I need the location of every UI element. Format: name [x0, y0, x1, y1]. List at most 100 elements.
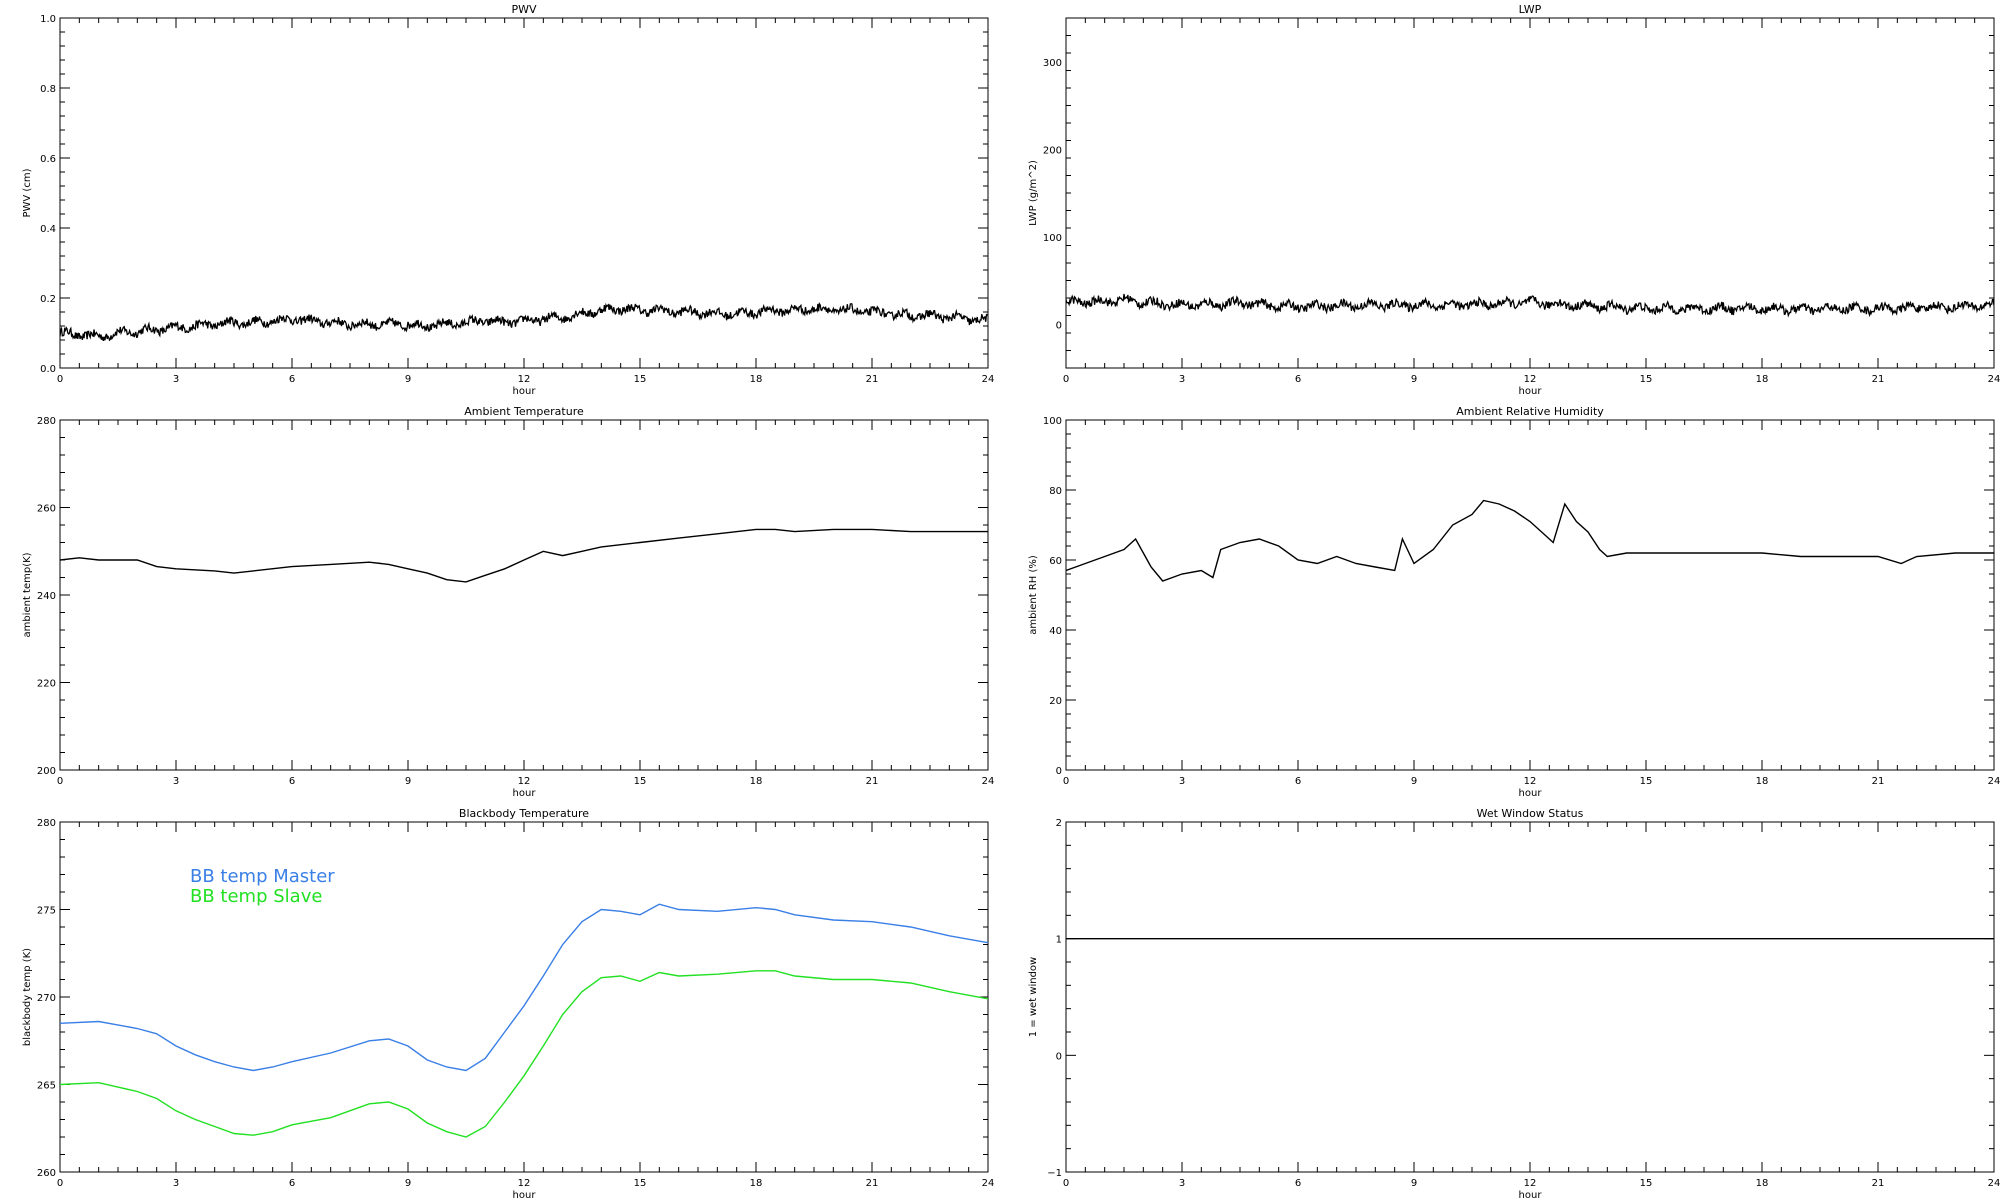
- y-tick-label: 0: [1056, 1051, 1062, 1062]
- legend-entry: BB temp Slave: [190, 886, 322, 907]
- chart-title: Blackbody Temperature: [459, 807, 589, 820]
- x-tick-label: 6: [289, 1178, 295, 1189]
- x-tick-label: 15: [1640, 374, 1653, 385]
- y-axis-label: PWV (cm): [22, 168, 33, 217]
- x-axis-label: hour: [1519, 386, 1543, 397]
- plot-frame: [1065, 821, 1995, 1173]
- x-tick-label: 3: [1179, 374, 1185, 385]
- plot-frame: [59, 419, 989, 771]
- plot-frame: [1065, 419, 1995, 771]
- series-line-0: [60, 301, 988, 342]
- x-tick-label: 21: [866, 374, 879, 385]
- series-line-bb-temp-slave: [60, 970, 988, 1138]
- y-tick-label: 40: [1049, 626, 1062, 637]
- y-tick-label: 280: [37, 818, 56, 829]
- y-tick-label: 240: [37, 591, 56, 602]
- y-tick-label: 0.6: [40, 154, 56, 165]
- x-tick-label: 18: [1756, 1178, 1769, 1189]
- x-tick-label: 9: [405, 1178, 411, 1189]
- y-tick-label: 300: [1043, 58, 1062, 69]
- x-tick-label: 12: [1524, 776, 1537, 787]
- x-tick-label: 9: [1411, 374, 1417, 385]
- x-tick-label: 24: [982, 374, 995, 385]
- series-line-0: [1066, 499, 1994, 582]
- x-tick-label: 6: [1295, 1178, 1301, 1189]
- x-tick-label: 0: [1063, 1178, 1069, 1189]
- x-tick-label: 6: [1295, 374, 1301, 385]
- y-tick-label: 200: [1043, 145, 1062, 156]
- chart-title: Ambient Relative Humidity: [1456, 405, 1604, 418]
- x-tick-label: 18: [1756, 776, 1769, 787]
- x-tick-label: 18: [750, 374, 763, 385]
- x-tick-label: 12: [1524, 1178, 1537, 1189]
- plot-frame: [1065, 17, 1995, 369]
- x-tick-label: 24: [982, 1178, 995, 1189]
- y-tick-label: 275: [37, 906, 56, 917]
- y-tick-label: 265: [37, 1081, 56, 1092]
- x-tick-label: 12: [1524, 374, 1537, 385]
- y-tick-label: 80: [1049, 486, 1062, 497]
- series-line-0: [1066, 293, 1994, 318]
- y-tick-label: 1.0: [40, 14, 56, 25]
- x-tick-label: 15: [634, 776, 647, 787]
- x-tick-label: 15: [1640, 1178, 1653, 1189]
- y-tick-label: 60: [1049, 556, 1062, 567]
- y-tick-label: 0: [1056, 320, 1062, 331]
- y-axis-label: LWP (g/m^2): [1028, 160, 1039, 226]
- x-tick-label: 24: [982, 776, 995, 787]
- chart-title: Wet Window Status: [1477, 807, 1584, 820]
- chart-blackbody-temp: 0 3 6 9 12 15 18 21 24 260 265 270 275 280 Blackbody T…: [22, 807, 994, 1200]
- y-tick-label: 0: [1056, 766, 1062, 777]
- y-tick-label: 100: [1043, 416, 1062, 427]
- x-tick-label: 21: [1872, 776, 1885, 787]
- series-line-0: [60, 528, 988, 583]
- chart-ambient-rh: 0 3 6 9 12 15 18 21 24 0 20 40 60 80 100 Ambient Relati…: [1028, 405, 2000, 799]
- x-axis-label: hour: [513, 788, 537, 799]
- x-tick-label: 6: [289, 776, 295, 787]
- x-tick-label: 18: [1756, 374, 1769, 385]
- y-axis-label: 1 = wet window: [1028, 957, 1039, 1037]
- x-tick-label: 9: [1411, 1178, 1417, 1189]
- x-tick-label: 18: [750, 776, 763, 787]
- x-tick-label: 0: [57, 1178, 63, 1189]
- x-tick-label: 24: [1988, 1178, 2000, 1189]
- x-tick-label: 21: [1872, 374, 1885, 385]
- x-tick-label: 0: [1063, 776, 1069, 787]
- x-tick-label: 21: [1872, 1178, 1885, 1189]
- x-tick-label: 9: [405, 374, 411, 385]
- chart-pwv: 0 3 6 9 12 15 18 21 24 0.0 0.2 0.4 0.6 0.8 1.0 PWV hour P…: [22, 3, 994, 397]
- y-axis-label: ambient RH (%): [1028, 555, 1039, 635]
- y-tick-label: 0.2: [40, 294, 56, 305]
- legend-entry: BB temp Master: [190, 866, 335, 887]
- y-tick-label: 1: [1056, 935, 1062, 946]
- x-tick-label: 0: [57, 776, 63, 787]
- x-tick-label: 12: [518, 1178, 531, 1189]
- y-tick-label: 100: [1043, 233, 1062, 244]
- x-tick-label: 21: [866, 776, 879, 787]
- y-tick-label: 20: [1049, 696, 1062, 707]
- x-axis-label: hour: [1519, 1190, 1543, 1200]
- x-tick-label: 24: [1988, 374, 2000, 385]
- y-tick-label: 260: [37, 1168, 56, 1179]
- x-tick-label: 0: [57, 374, 63, 385]
- x-axis-label: hour: [513, 386, 537, 397]
- x-tick-label: 0: [1063, 374, 1069, 385]
- x-tick-label: 21: [866, 1178, 879, 1189]
- y-tick-label: 260: [37, 504, 56, 515]
- x-tick-label: 15: [634, 1178, 647, 1189]
- chart-title: LWP: [1519, 3, 1542, 16]
- y-tick-label: −1: [1047, 1168, 1062, 1179]
- plot-frame: [59, 17, 989, 369]
- x-tick-label: 15: [634, 374, 647, 385]
- y-tick-label: 200: [37, 766, 56, 777]
- x-tick-label: 3: [173, 1178, 179, 1189]
- x-tick-label: 6: [1295, 776, 1301, 787]
- x-tick-label: 12: [518, 776, 531, 787]
- y-tick-label: 0.4: [40, 224, 56, 235]
- x-tick-label: 18: [750, 1178, 763, 1189]
- x-tick-label: 12: [518, 374, 531, 385]
- chart-lwp: 0 3 6 9 12 15 18 21 24 0 100 200 300 LWP hour LWP (g/m^…: [1028, 3, 2000, 397]
- series-line-bb-temp-master: [60, 903, 988, 1072]
- y-tick-label: 270: [37, 993, 56, 1004]
